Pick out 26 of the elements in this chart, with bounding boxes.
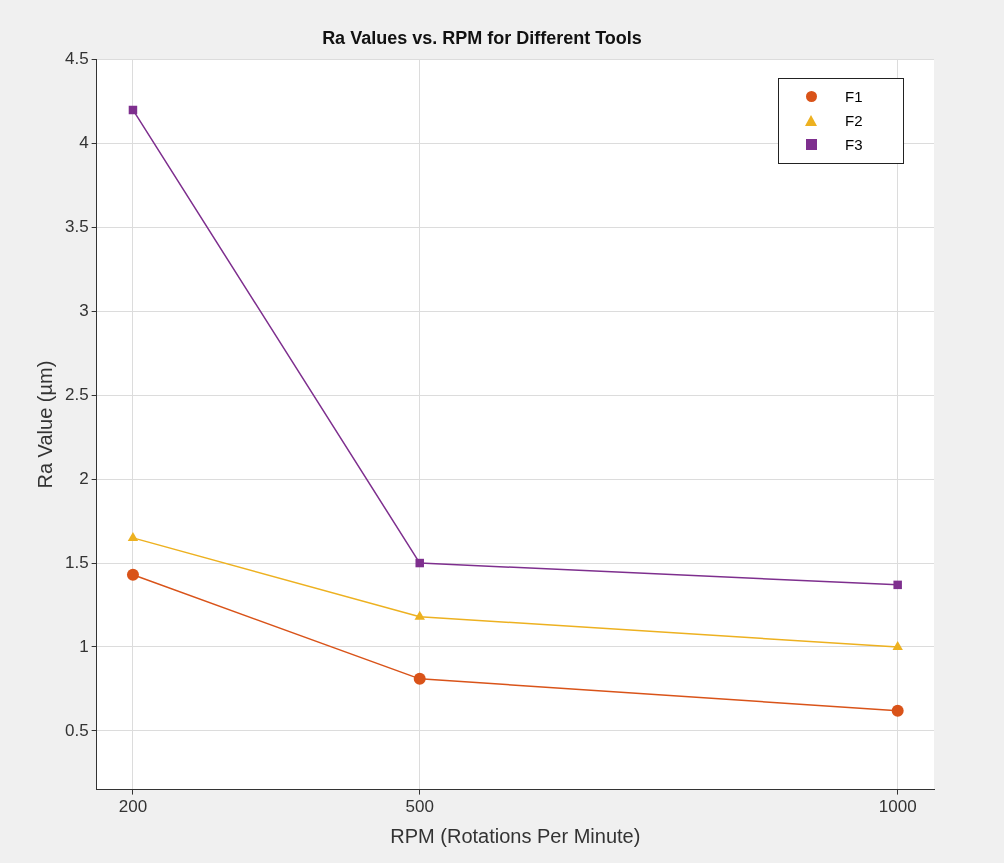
x-axis-title: RPM (Rotations Per Minute) xyxy=(390,824,641,847)
point xyxy=(893,580,902,590)
point xyxy=(414,610,425,620)
x-tick-label: 500 xyxy=(405,797,434,817)
y-tick-label: 1.5 xyxy=(64,552,89,572)
point xyxy=(892,640,903,650)
y-tick-label: 4 xyxy=(79,133,89,153)
y-axis-title: Ra Value (µm) xyxy=(33,360,56,489)
y-tick-label: 3.5 xyxy=(64,217,89,237)
point xyxy=(126,568,139,581)
x-tick-label: 200 xyxy=(118,797,148,817)
legend-label: F2 xyxy=(845,112,863,130)
point xyxy=(413,672,426,685)
legend-label: F3 xyxy=(845,136,863,154)
y-tick-label: 2 xyxy=(79,468,89,488)
y-tick-label: 4.5 xyxy=(64,49,89,69)
y-tick-label: 2.5 xyxy=(64,384,89,404)
chart-title: Ra Values vs. RPM for Different Tools xyxy=(322,27,642,48)
y-tick-label: 1 xyxy=(79,636,89,656)
y-tick-label: 0.5 xyxy=(64,720,89,740)
y-tick-label: 3 xyxy=(79,301,89,321)
point xyxy=(891,704,904,717)
point xyxy=(415,558,424,568)
point xyxy=(127,531,139,541)
x-tick-label: 1000 xyxy=(878,797,917,817)
legend-label: F1 xyxy=(845,88,863,106)
